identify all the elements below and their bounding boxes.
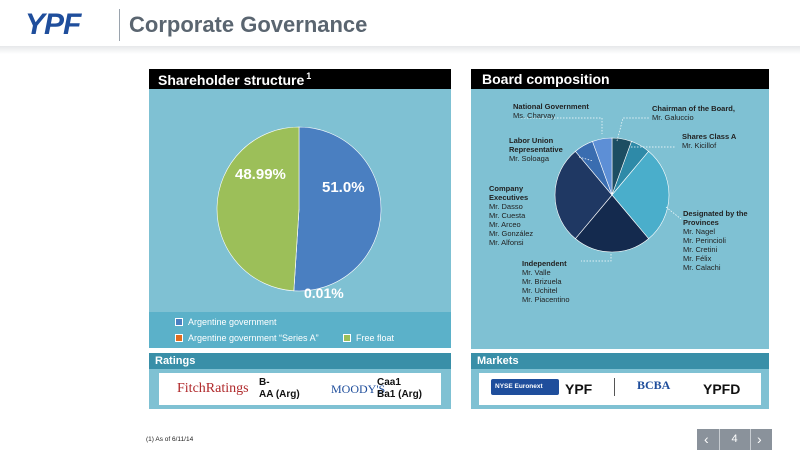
nyse-ticker: YPF: [565, 381, 593, 397]
board-label-national-gov: National Government Ms. Charvay: [513, 102, 589, 120]
board-pie-chart: [521, 117, 682, 262]
pie-label-argentine-gov: 51.0%: [322, 179, 365, 196]
board-label-company-executives: Company Executives Mr. Dasso Mr. Cuesta …: [489, 184, 534, 247]
header-shadow: [0, 46, 800, 54]
ratings-header: Ratings: [149, 353, 451, 369]
prev-page-button[interactable]: ‹: [704, 431, 709, 447]
leader-line-provinces: [665, 206, 682, 220]
ratings-box: FitchRatings B- AA (Arg) MOODY'S Caa1 Ba…: [159, 373, 441, 405]
page-number: 4: [731, 433, 738, 445]
legend-swatch: [343, 334, 351, 342]
ypf-logo: YPF: [25, 8, 81, 41]
board-label-labor-union: Labor Union Representative Mr. Soloaga: [509, 136, 563, 163]
pie-label-series-a: 0.01%: [304, 285, 344, 301]
shareholder-title: Shareholder structure 1: [149, 69, 451, 89]
moodys-logo: MOODY'S: [331, 382, 386, 396]
legend-series-a: Argentine government “Series A”: [175, 333, 319, 343]
footnote-marker: 1: [306, 71, 312, 81]
leader-line-chairman: [616, 117, 649, 142]
leader-line-labor-union: [578, 156, 594, 162]
board-label-independent: Independent Mr. Valle Mr. Brizuela Mr. U…: [522, 259, 570, 304]
bcba-logo: BCBA: [637, 378, 671, 392]
board-label-shares-class-a: Shares Class A Mr. Kicillof: [682, 132, 737, 150]
leader-line-independent: [581, 254, 612, 262]
fitch-ratings-logo: FitchRatings: [177, 381, 249, 396]
legend-argentine-gov: Argentine government: [175, 317, 277, 327]
pie-label-free-float: 48.99%: [235, 166, 286, 183]
pie-slice-free-float: [216, 126, 300, 292]
shareholder-pie-chart: [216, 126, 382, 292]
pager: ‹ 4 ›: [697, 429, 772, 450]
legend-swatch: [175, 334, 183, 342]
bcba-ticker: YPFD: [703, 381, 741, 397]
legend-free-float: Free float: [343, 333, 394, 343]
board-label-provinces: Designated by the Provinces Mr. Nagel Mr…: [683, 209, 748, 272]
legend-swatch: [175, 318, 183, 326]
pie-slice-designated-by-the-provinces: [611, 150, 670, 240]
markets-divider: [614, 378, 615, 396]
footnote: (1) As of 6/11/14: [146, 436, 194, 443]
pie-slice-company-executives: [554, 150, 613, 240]
moodys-rating-values: Caa1 Ba1 (Arg): [377, 377, 423, 400]
shareholder-panel: Shareholder structure 1 51.0% 48.99% 0.01…: [149, 69, 451, 349]
shareholder-legend: Argentine government Argentine governmen…: [149, 312, 451, 348]
markets-box: NYSE Euronext YPF BCBA YPFD: [479, 373, 761, 405]
ratings-body: FitchRatings B- AA (Arg) MOODY'S Caa1 Ba…: [149, 369, 451, 409]
pager-divider: [719, 429, 720, 450]
leader-line-national-gov: [521, 117, 603, 134]
markets-body: NYSE Euronext YPF BCBA YPFD: [471, 369, 769, 409]
board-panel: Board composition National Government Ms…: [471, 69, 769, 349]
pie-slice-argentine-government: [293, 126, 382, 292]
fitch-rating-values: B- AA (Arg): [259, 377, 300, 400]
page-title: Corporate Governance: [129, 12, 368, 37]
page-header: YPF Corporate Governance: [0, 0, 800, 52]
header-divider: [119, 9, 120, 41]
pie-slice-independent: [574, 194, 650, 253]
pie-slice-national-government: [592, 137, 613, 196]
board-title: Board composition: [471, 69, 769, 89]
nyse-euronext-logo: NYSE Euronext: [491, 379, 559, 395]
board-label-chairman: Chairman of the Board, Mr. Galuccio: [652, 104, 735, 122]
markets-header: Markets: [471, 353, 769, 369]
pager-divider: [750, 429, 751, 450]
next-page-button[interactable]: ›: [757, 431, 762, 447]
